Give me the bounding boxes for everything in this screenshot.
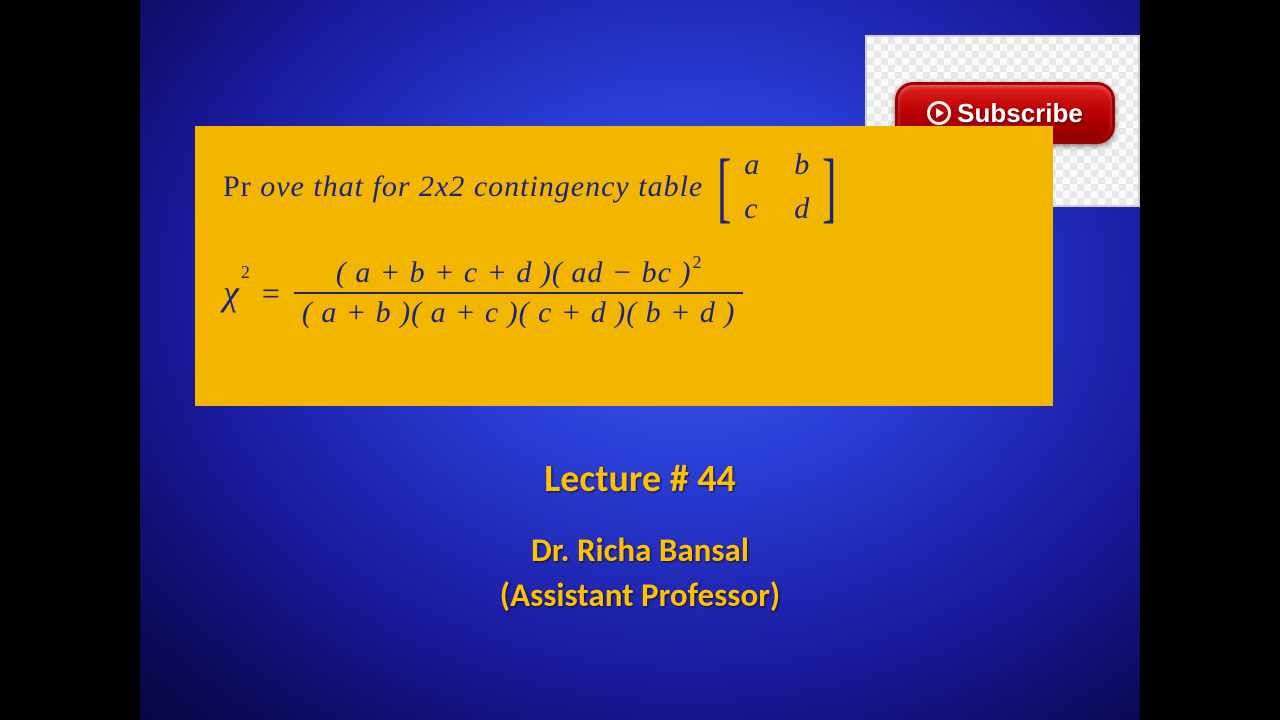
author-role: (Assistant Professor) [140, 573, 1140, 618]
author-block: Dr. Richa Bansal (Assistant Professor) [140, 528, 1140, 617]
matrix-c: c [744, 192, 760, 226]
lecture-number: Lecture # 44 [140, 456, 1140, 502]
formula-box: Pr ove that for 2x2 contingency table [ … [195, 126, 1053, 406]
matrix-b: b [794, 148, 810, 182]
prefix: Pr [223, 170, 252, 203]
matrix-a: a [744, 148, 760, 182]
equals-sign: = [262, 275, 280, 312]
slide-background: Subscribe Pr ove that for 2x2 contingenc… [140, 0, 1140, 720]
matrix: [ a b c d ] [711, 148, 843, 226]
play-icon [927, 101, 951, 125]
chi-symbol: χ2 [223, 272, 248, 314]
numerator: ( a + b + c + d )( ad − bc )2 [328, 254, 710, 292]
author-name: Dr. Richa Bansal [140, 528, 1140, 573]
fraction: ( a + b + c + d )( ad − bc )2 ( a + b )(… [294, 254, 744, 332]
problem-statement: Pr ove that for 2x2 contingency table [ … [223, 148, 1025, 226]
denominator: ( a + b )( a + c )( c + d )( b + d ) [294, 294, 744, 332]
chi-square-equation: χ2 = ( a + b + c + d )( ad − bc )2 ( a +… [223, 254, 1025, 332]
matrix-d: d [794, 192, 810, 226]
subscribe-label: Subscribe [957, 98, 1083, 129]
statement-text: ove that for 2x2 contingency table [260, 170, 703, 203]
